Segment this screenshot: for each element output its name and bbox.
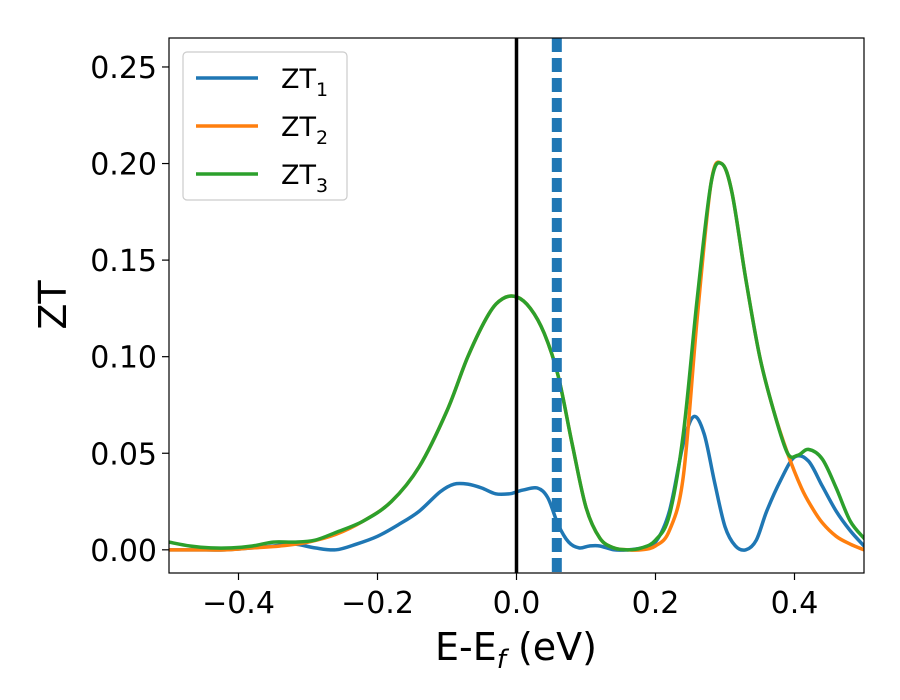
legend-label-zt2: ZT2 — [281, 112, 328, 149]
y-tick-label: 0.00 — [90, 534, 157, 569]
legend-box — [182, 51, 348, 201]
y-tick-label: 0.25 — [90, 51, 157, 86]
y-axis-ticks: 0.00 0.05 0.10 0.15 0.20 0.25 — [90, 51, 169, 569]
y-tick-label: 0.15 — [90, 244, 157, 279]
reference-lines — [514, 38, 562, 573]
y-axis-label: ZT — [31, 280, 75, 330]
series-line-zt3 — [169, 161, 864, 552]
legend-label-zt3: ZT3 — [281, 160, 328, 197]
x-tick-label: 0.0 — [493, 586, 541, 621]
x-tick-label: 0.4 — [771, 586, 819, 621]
y-tick-label: 0.20 — [90, 148, 157, 183]
y-tick-label: 0.05 — [90, 437, 157, 472]
x-tick-label: −0.4 — [202, 586, 275, 621]
x-tick-label: 0.2 — [632, 586, 680, 621]
x-axis-label: E-Ef (eV) — [435, 625, 597, 675]
y-tick-label: 0.10 — [90, 341, 157, 376]
series-line-zt1 — [169, 414, 864, 552]
series-layer — [169, 160, 864, 552]
x-axis-ticks: −0.4 −0.2 0.0 0.2 0.4 — [202, 573, 818, 621]
legend-label-zt1: ZT1 — [281, 64, 328, 101]
legend: ZT1 ZT2 ZT3 — [182, 51, 348, 201]
x-tick-label: −0.2 — [341, 586, 414, 621]
